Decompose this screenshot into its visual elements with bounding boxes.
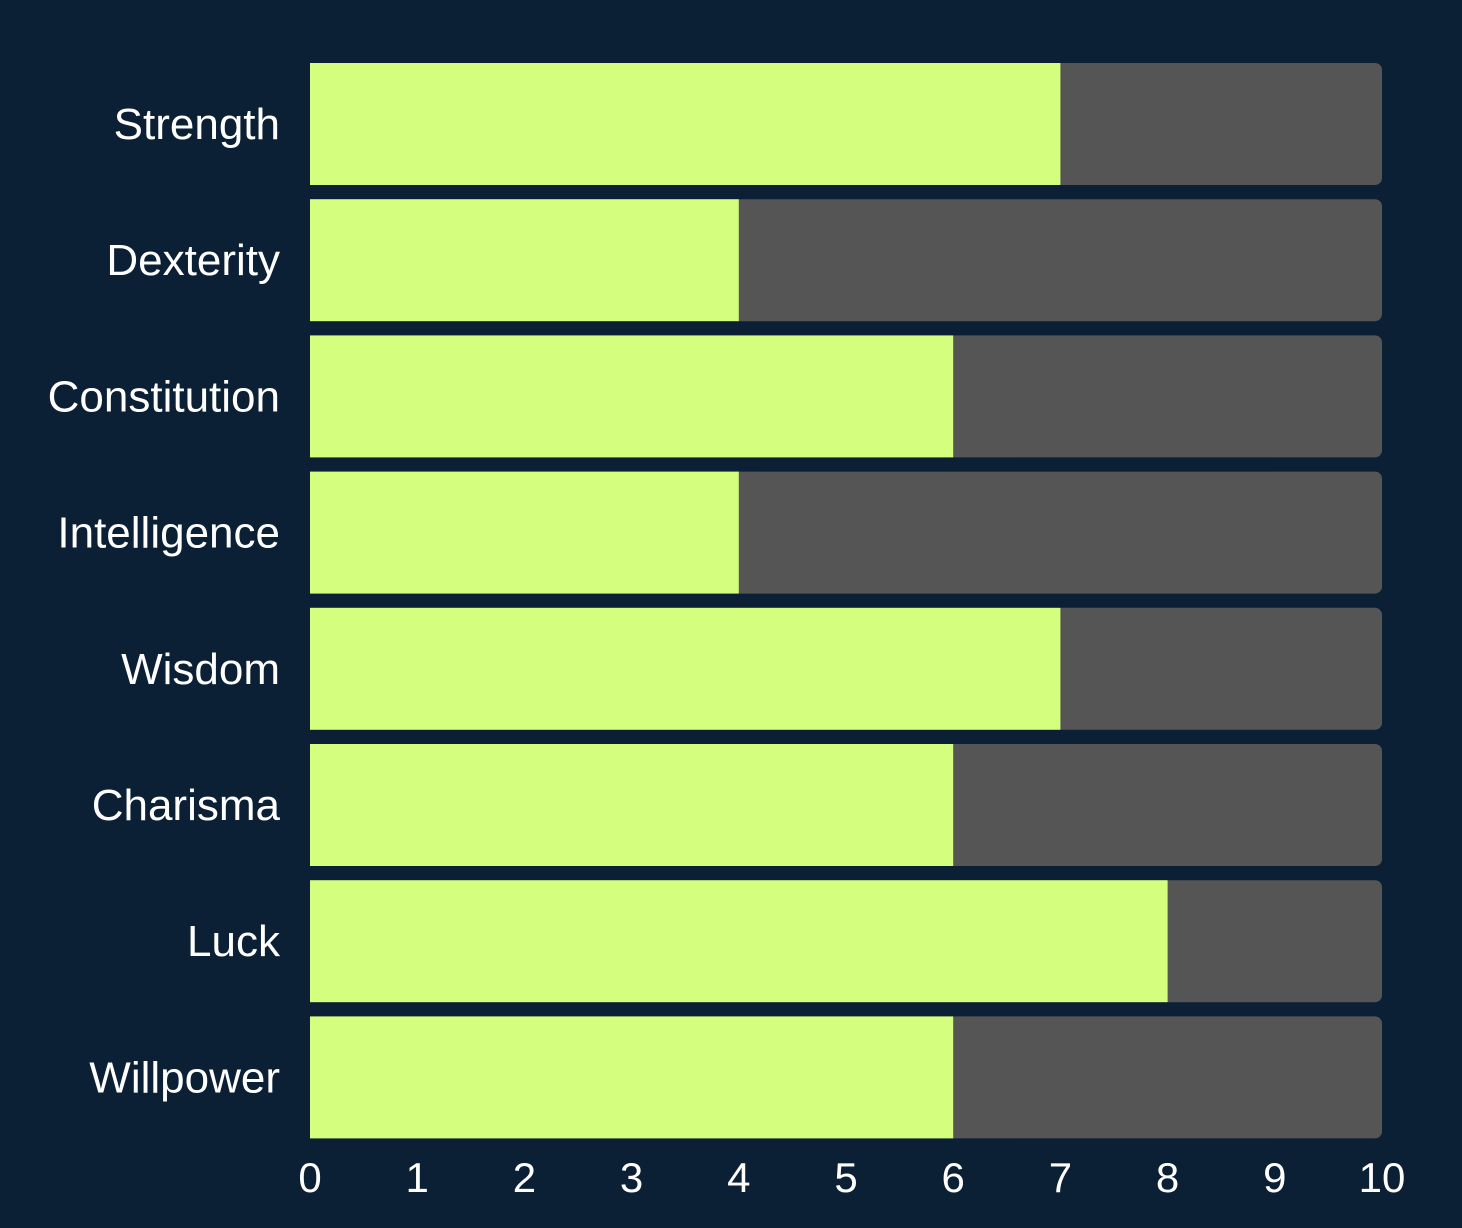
category-label-constitution: Constitution [48,372,280,421]
bar-track-charisma [947,744,1382,866]
x-tick-label-2: 2 [513,1154,536,1201]
x-tick-label-8: 8 [1156,1154,1179,1201]
bar-track-wisdom [1054,607,1382,730]
x-tick-label-0: 0 [298,1154,321,1201]
bar-value-intelligence [310,471,739,594]
bar-value-luck [310,880,1168,1003]
category-label-strength: Strength [114,100,280,149]
category-label-willpower: Willpower [89,1053,280,1102]
bar-track-strength [1054,63,1382,185]
x-tick-label-5: 5 [834,1154,857,1201]
category-label-charisma: Charisma [92,781,281,830]
bar-value-willpower [310,1016,954,1139]
category-labels: Strength Dexterity Constitution Intelligenc… [48,100,281,1102]
x-tick-label-1: 1 [406,1154,429,1201]
bar-value-constitution [310,335,954,458]
x-tick-label-3: 3 [620,1154,643,1201]
bar-track-willpower [947,1016,1382,1139]
bar-track-constitution [947,335,1382,458]
x-tick-label-10: 10 [1359,1154,1406,1201]
x-tick-label-7: 7 [1049,1154,1072,1201]
bar-value-charisma [310,744,954,866]
bar-value-strength [310,63,1061,185]
category-label-intelligence: Intelligence [57,509,280,558]
category-label-dexterity: Dexterity [106,236,280,285]
bar-track-luck [1161,880,1382,1003]
category-label-luck: Luck [187,917,281,966]
bar-track-intelligence [732,471,1382,594]
bar-track-dexterity [732,199,1382,322]
x-axis-ticks: 0 1 2 3 4 5 6 7 8 9 10 [298,1154,1405,1201]
x-tick-label-6: 6 [942,1154,965,1201]
category-label-wisdom: Wisdom [121,645,280,694]
bar-value-dexterity [310,199,739,322]
x-tick-label-9: 9 [1263,1154,1286,1201]
bars-layer [310,63,1382,1139]
bar-value-wisdom [310,607,1061,730]
x-tick-label-4: 4 [727,1154,750,1201]
